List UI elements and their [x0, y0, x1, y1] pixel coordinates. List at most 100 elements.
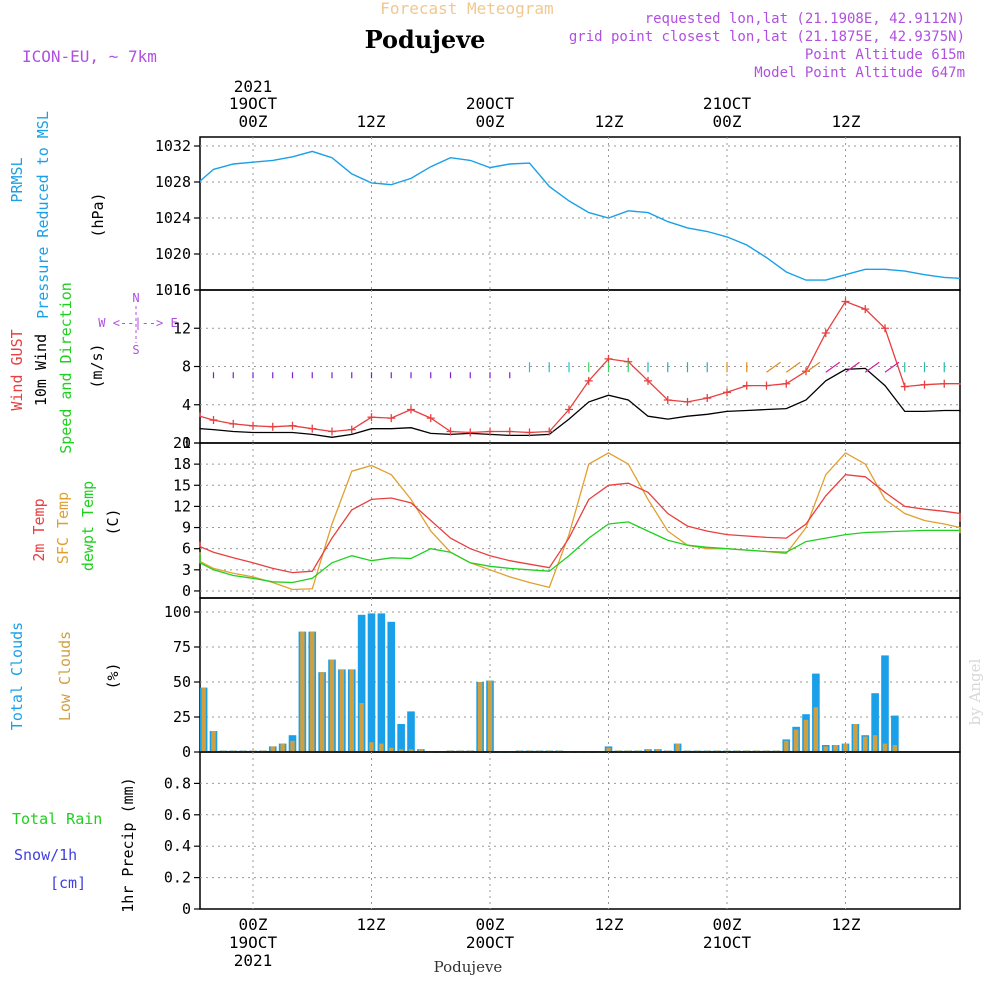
total-cloud-bar-23: [367, 613, 376, 752]
temp-unit: (C): [104, 508, 122, 535]
low-cloud-bar-23: [369, 742, 374, 752]
bottom-date-3: 21OCT: [703, 933, 752, 952]
top-hour-4: 12Z: [595, 112, 624, 131]
wind-gust-marker-25: [663, 395, 672, 404]
wind-gust-marker-30: [762, 381, 771, 390]
temp-ytick-label-1: 3: [182, 561, 191, 579]
low-cloud-bar-18: [319, 672, 325, 752]
pressure-label-1: PRMSL: [8, 157, 26, 202]
snow-label: Snow/1h: [14, 846, 77, 864]
bottom-date-1: 19OCT: [229, 933, 278, 952]
clouds-ytick-label-0: 0: [182, 743, 191, 761]
clouds-unit: (%): [104, 662, 122, 689]
low-cloud-bar-28: [418, 749, 424, 752]
precip-ytick-label-0: 0: [182, 900, 191, 918]
low-cloud-bar-66: [793, 729, 799, 752]
wind-ytick-label-2: 8: [182, 358, 191, 376]
bottom-hour-5: 00Z: [713, 915, 742, 934]
temp2m-label: 2m Temp: [30, 498, 48, 561]
wind-gust-marker-33: [821, 329, 830, 338]
compass-n: N: [132, 291, 139, 305]
low-cloud-bar-68: [813, 707, 819, 752]
wind-gust-label: Wind GUST: [8, 329, 26, 410]
low-cloud-bar-47: [606, 747, 611, 752]
low-cloud-bar-71: [843, 743, 848, 752]
total-clouds-label: Total Clouds: [8, 622, 26, 730]
temp-sfc_temp-line: [199, 452, 961, 591]
precip-ylabel: 1hr Precip (mm): [119, 777, 137, 912]
low-cloud-bar-15: [290, 740, 295, 752]
temp-temp2m-line: [199, 474, 961, 574]
wind-gust-marker-9: [347, 425, 356, 434]
pressure-ytick-label-3: 1028: [155, 173, 191, 191]
low-clouds-label: Low Clouds: [56, 631, 74, 721]
low-cloud-bar-24: [379, 743, 384, 752]
temp-ytick-label-0: 0: [182, 582, 191, 600]
total-cloud-bar-25: [387, 621, 396, 752]
low-cloud-bar-54: [675, 743, 680, 752]
wind-wind10m-line: [199, 367, 961, 438]
top-hour-6: 12Z: [832, 112, 861, 131]
footer-location: Podujeve: [434, 958, 503, 976]
temp-ytick-label-4: 12: [173, 497, 191, 515]
low-cloud-bar-26: [398, 749, 404, 752]
temp-ytick-label-3: 9: [182, 519, 191, 537]
temp-ytick-label-5: 15: [173, 476, 191, 494]
sfc-temp-label: SFC Temp: [54, 492, 72, 564]
total-cloud-bar-26: [397, 724, 405, 752]
wind-gust-marker-16: [486, 427, 494, 436]
wind-gust-marker-39: [940, 379, 949, 388]
wind-gust-marker-18: [525, 428, 534, 437]
low-cloud-bar-67: [803, 719, 809, 752]
precip-ytick-label-4: 0.8: [164, 774, 191, 792]
temp-ytick-label-2: 6: [182, 540, 191, 558]
rain-label: Total Rain: [12, 810, 102, 828]
wind-gust-marker-27: [703, 394, 712, 403]
top-year: 2021: [234, 77, 273, 96]
clouds-ytick-label-2: 50: [173, 673, 191, 691]
top-hour-1: 00Z: [239, 112, 268, 131]
low-cloud-bar-20: [339, 669, 345, 752]
precip-ytick-label-2: 0.4: [164, 837, 191, 855]
temp-ytick-label-6: 18: [173, 455, 191, 473]
precip-frame: [199, 751, 961, 910]
wind-ytick-label-3: 12: [173, 319, 191, 337]
wind-gust-marker-14: [446, 427, 455, 436]
low-cloud-bar-75: [882, 743, 888, 752]
low-cloud-bar-6: [201, 687, 206, 752]
wind-dir-arrow-58: [825, 361, 841, 373]
top-hour-5: 00Z: [713, 112, 742, 131]
total-cloud-bar-27: [407, 711, 415, 752]
wind-gust-marker-5: [268, 422, 277, 431]
precip-ytick-label-1: 0.2: [164, 869, 191, 887]
low-cloud-bar-17: [310, 631, 315, 752]
wind-gust-marker-35: [861, 305, 870, 314]
wind-gust-marker-26: [683, 397, 692, 406]
top-hour-3: 00Z: [476, 112, 505, 131]
bottom-date-2: 20OCT: [466, 933, 515, 952]
total-cloud-bar-22: [357, 614, 366, 752]
location-title: Podujeve: [365, 25, 486, 54]
clouds-ytick-label-1: 25: [173, 708, 191, 726]
bottom-hour-2: 12Z: [357, 915, 386, 934]
bottom-hour-3: 00Z: [476, 915, 505, 934]
requested-coords: requested lon,lat (21.1908E, 42.9112N): [645, 11, 965, 27]
low-cloud-bar-16: [300, 631, 305, 752]
wind-gust-marker-38: [920, 380, 929, 389]
wind-dir-label: Speed and Direction: [57, 282, 75, 454]
wind-unit: (m/s): [88, 343, 106, 388]
top-hour-2: 12Z: [357, 112, 386, 131]
low-cloud-bar-51: [645, 749, 651, 752]
wind-gust-marker-13: [426, 414, 435, 423]
total-cloud-bar-76: [891, 715, 899, 752]
temp-ytick-label-7: 21: [173, 434, 191, 452]
pressure-ytick-label-4: 1032: [155, 137, 191, 155]
wind-gust-marker-31: [782, 379, 791, 388]
wind-dir-arrow-62: [864, 361, 880, 373]
total-cloud-bar-74: [871, 693, 879, 752]
temp-frame: [199, 442, 961, 599]
pressure-series-line: [199, 150, 961, 281]
pressure-ytick-label-2: 1024: [155, 209, 191, 227]
wind-dir-arrow-60: [845, 361, 860, 373]
